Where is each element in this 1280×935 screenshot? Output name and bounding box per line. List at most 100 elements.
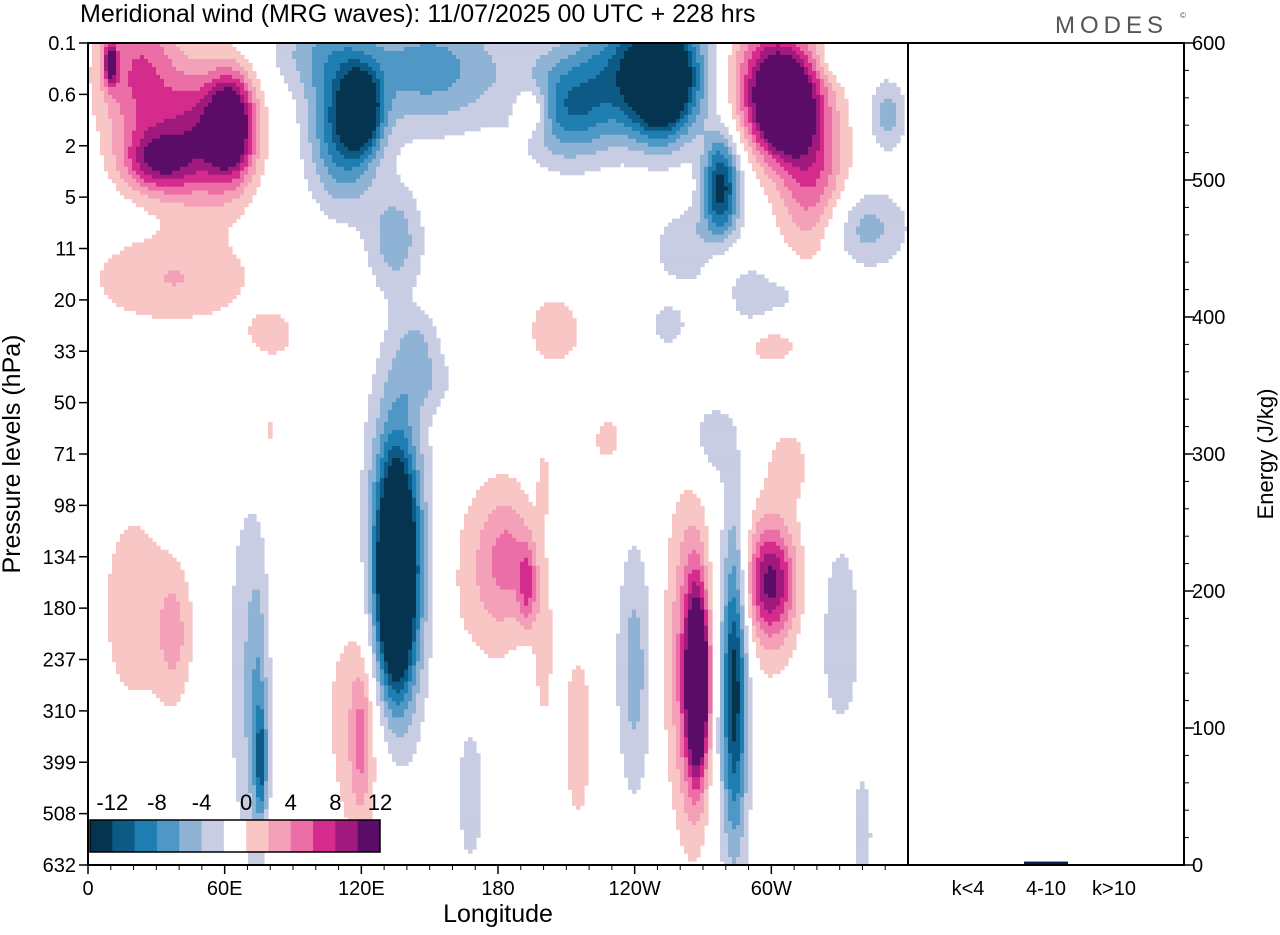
contour-cell bbox=[492, 59, 537, 64]
contour-cell bbox=[856, 258, 889, 263]
contour-cell bbox=[688, 586, 693, 591]
contour-cell bbox=[252, 83, 261, 88]
contour-cell bbox=[728, 721, 733, 726]
contour-cell bbox=[420, 570, 425, 575]
contour-cell bbox=[264, 797, 269, 802]
contour-cell bbox=[412, 510, 417, 515]
contour-cell bbox=[380, 251, 409, 256]
contour-cell bbox=[384, 390, 429, 395]
contour-cell bbox=[424, 514, 429, 519]
contour-cell bbox=[640, 701, 649, 706]
contour-cell bbox=[724, 199, 729, 204]
contour-cell bbox=[688, 741, 705, 746]
contour-cell bbox=[220, 75, 233, 80]
contour-cell bbox=[660, 235, 701, 240]
contour-cell bbox=[716, 223, 725, 228]
contour-cell bbox=[244, 107, 249, 112]
contour-cell bbox=[696, 231, 713, 236]
contour-cell bbox=[164, 51, 185, 56]
contour-cell bbox=[752, 147, 757, 152]
contour-cell bbox=[340, 83, 377, 88]
contour-cell bbox=[764, 542, 777, 547]
contour-cell bbox=[756, 83, 813, 88]
contour-cell bbox=[668, 554, 681, 559]
contour-cell bbox=[324, 87, 333, 92]
contour-cell bbox=[752, 518, 761, 523]
contour-cell bbox=[248, 781, 253, 786]
contour-cell bbox=[100, 67, 105, 72]
contour-cell bbox=[132, 131, 145, 136]
contour-cell bbox=[760, 135, 765, 140]
contour-cell bbox=[756, 642, 761, 647]
contour-cell bbox=[428, 390, 445, 395]
contour-cell bbox=[368, 251, 381, 256]
contour-cell bbox=[460, 594, 481, 599]
contour-cell bbox=[108, 67, 117, 72]
contour-cell bbox=[352, 765, 357, 770]
contour-cell bbox=[732, 191, 737, 196]
contour-cell bbox=[380, 486, 385, 491]
contour-cell bbox=[416, 630, 421, 635]
contour-cell bbox=[840, 155, 853, 160]
contour-cell bbox=[256, 809, 265, 814]
contour-cell bbox=[104, 262, 241, 267]
contour-cell bbox=[384, 737, 421, 742]
contour-cell bbox=[816, 107, 821, 112]
contour-cell bbox=[684, 610, 689, 615]
chart-title: Meridional wind (MRG waves): 11/07/2025 … bbox=[80, 0, 756, 28]
contour-cell bbox=[408, 662, 413, 667]
contour-cell bbox=[720, 801, 725, 806]
contour-cell bbox=[252, 334, 289, 339]
contour-cell bbox=[236, 761, 249, 766]
contour-cell bbox=[352, 689, 365, 694]
contour-cell bbox=[420, 474, 425, 479]
contour-cell bbox=[108, 103, 121, 108]
contour-cell bbox=[232, 725, 245, 730]
contour-cell bbox=[340, 793, 357, 798]
contour-cell bbox=[416, 466, 425, 471]
contour-cell bbox=[876, 87, 901, 92]
contour-cell bbox=[684, 677, 709, 682]
contour-cell bbox=[720, 837, 729, 842]
contour-cell bbox=[896, 119, 905, 124]
contour-cell bbox=[748, 67, 753, 72]
contour-cell bbox=[808, 207, 825, 212]
contour-cell bbox=[648, 143, 669, 148]
contour-cell bbox=[376, 470, 381, 475]
contour-cell bbox=[112, 179, 125, 184]
contour-cell bbox=[692, 107, 701, 112]
contour-cell bbox=[728, 203, 733, 208]
contour-cell bbox=[772, 566, 781, 571]
contour-cell bbox=[768, 610, 773, 615]
contour-cell bbox=[740, 658, 745, 663]
contour-cell bbox=[788, 590, 793, 595]
contour-cell bbox=[628, 638, 641, 643]
contour-cell bbox=[752, 598, 757, 603]
contour-cell bbox=[264, 781, 269, 786]
contour-cell bbox=[748, 773, 753, 778]
contour-cell bbox=[552, 131, 641, 136]
contour-cell bbox=[420, 546, 425, 551]
contour-cell bbox=[768, 634, 773, 639]
contour-cell bbox=[688, 769, 693, 774]
contour-cell bbox=[420, 434, 429, 439]
contour-cell bbox=[720, 697, 725, 702]
contour-cell bbox=[632, 119, 645, 124]
contour-cell bbox=[720, 474, 741, 479]
contour-cell bbox=[636, 721, 649, 726]
contour-cell bbox=[308, 179, 321, 184]
contour-cell bbox=[712, 203, 729, 208]
contour-cell bbox=[352, 777, 369, 782]
contour-cell bbox=[620, 713, 629, 718]
contour-cell bbox=[676, 566, 685, 571]
contour-cell bbox=[836, 187, 845, 192]
contour-cell bbox=[340, 654, 361, 659]
contour-cell bbox=[368, 494, 373, 499]
contour-cell bbox=[296, 119, 309, 124]
contour-cell bbox=[416, 602, 421, 607]
contour-cell bbox=[164, 47, 181, 52]
contour-cell bbox=[268, 749, 273, 754]
contour-cell bbox=[244, 685, 253, 690]
contour-cell bbox=[380, 646, 385, 651]
contour-cell bbox=[844, 243, 901, 248]
